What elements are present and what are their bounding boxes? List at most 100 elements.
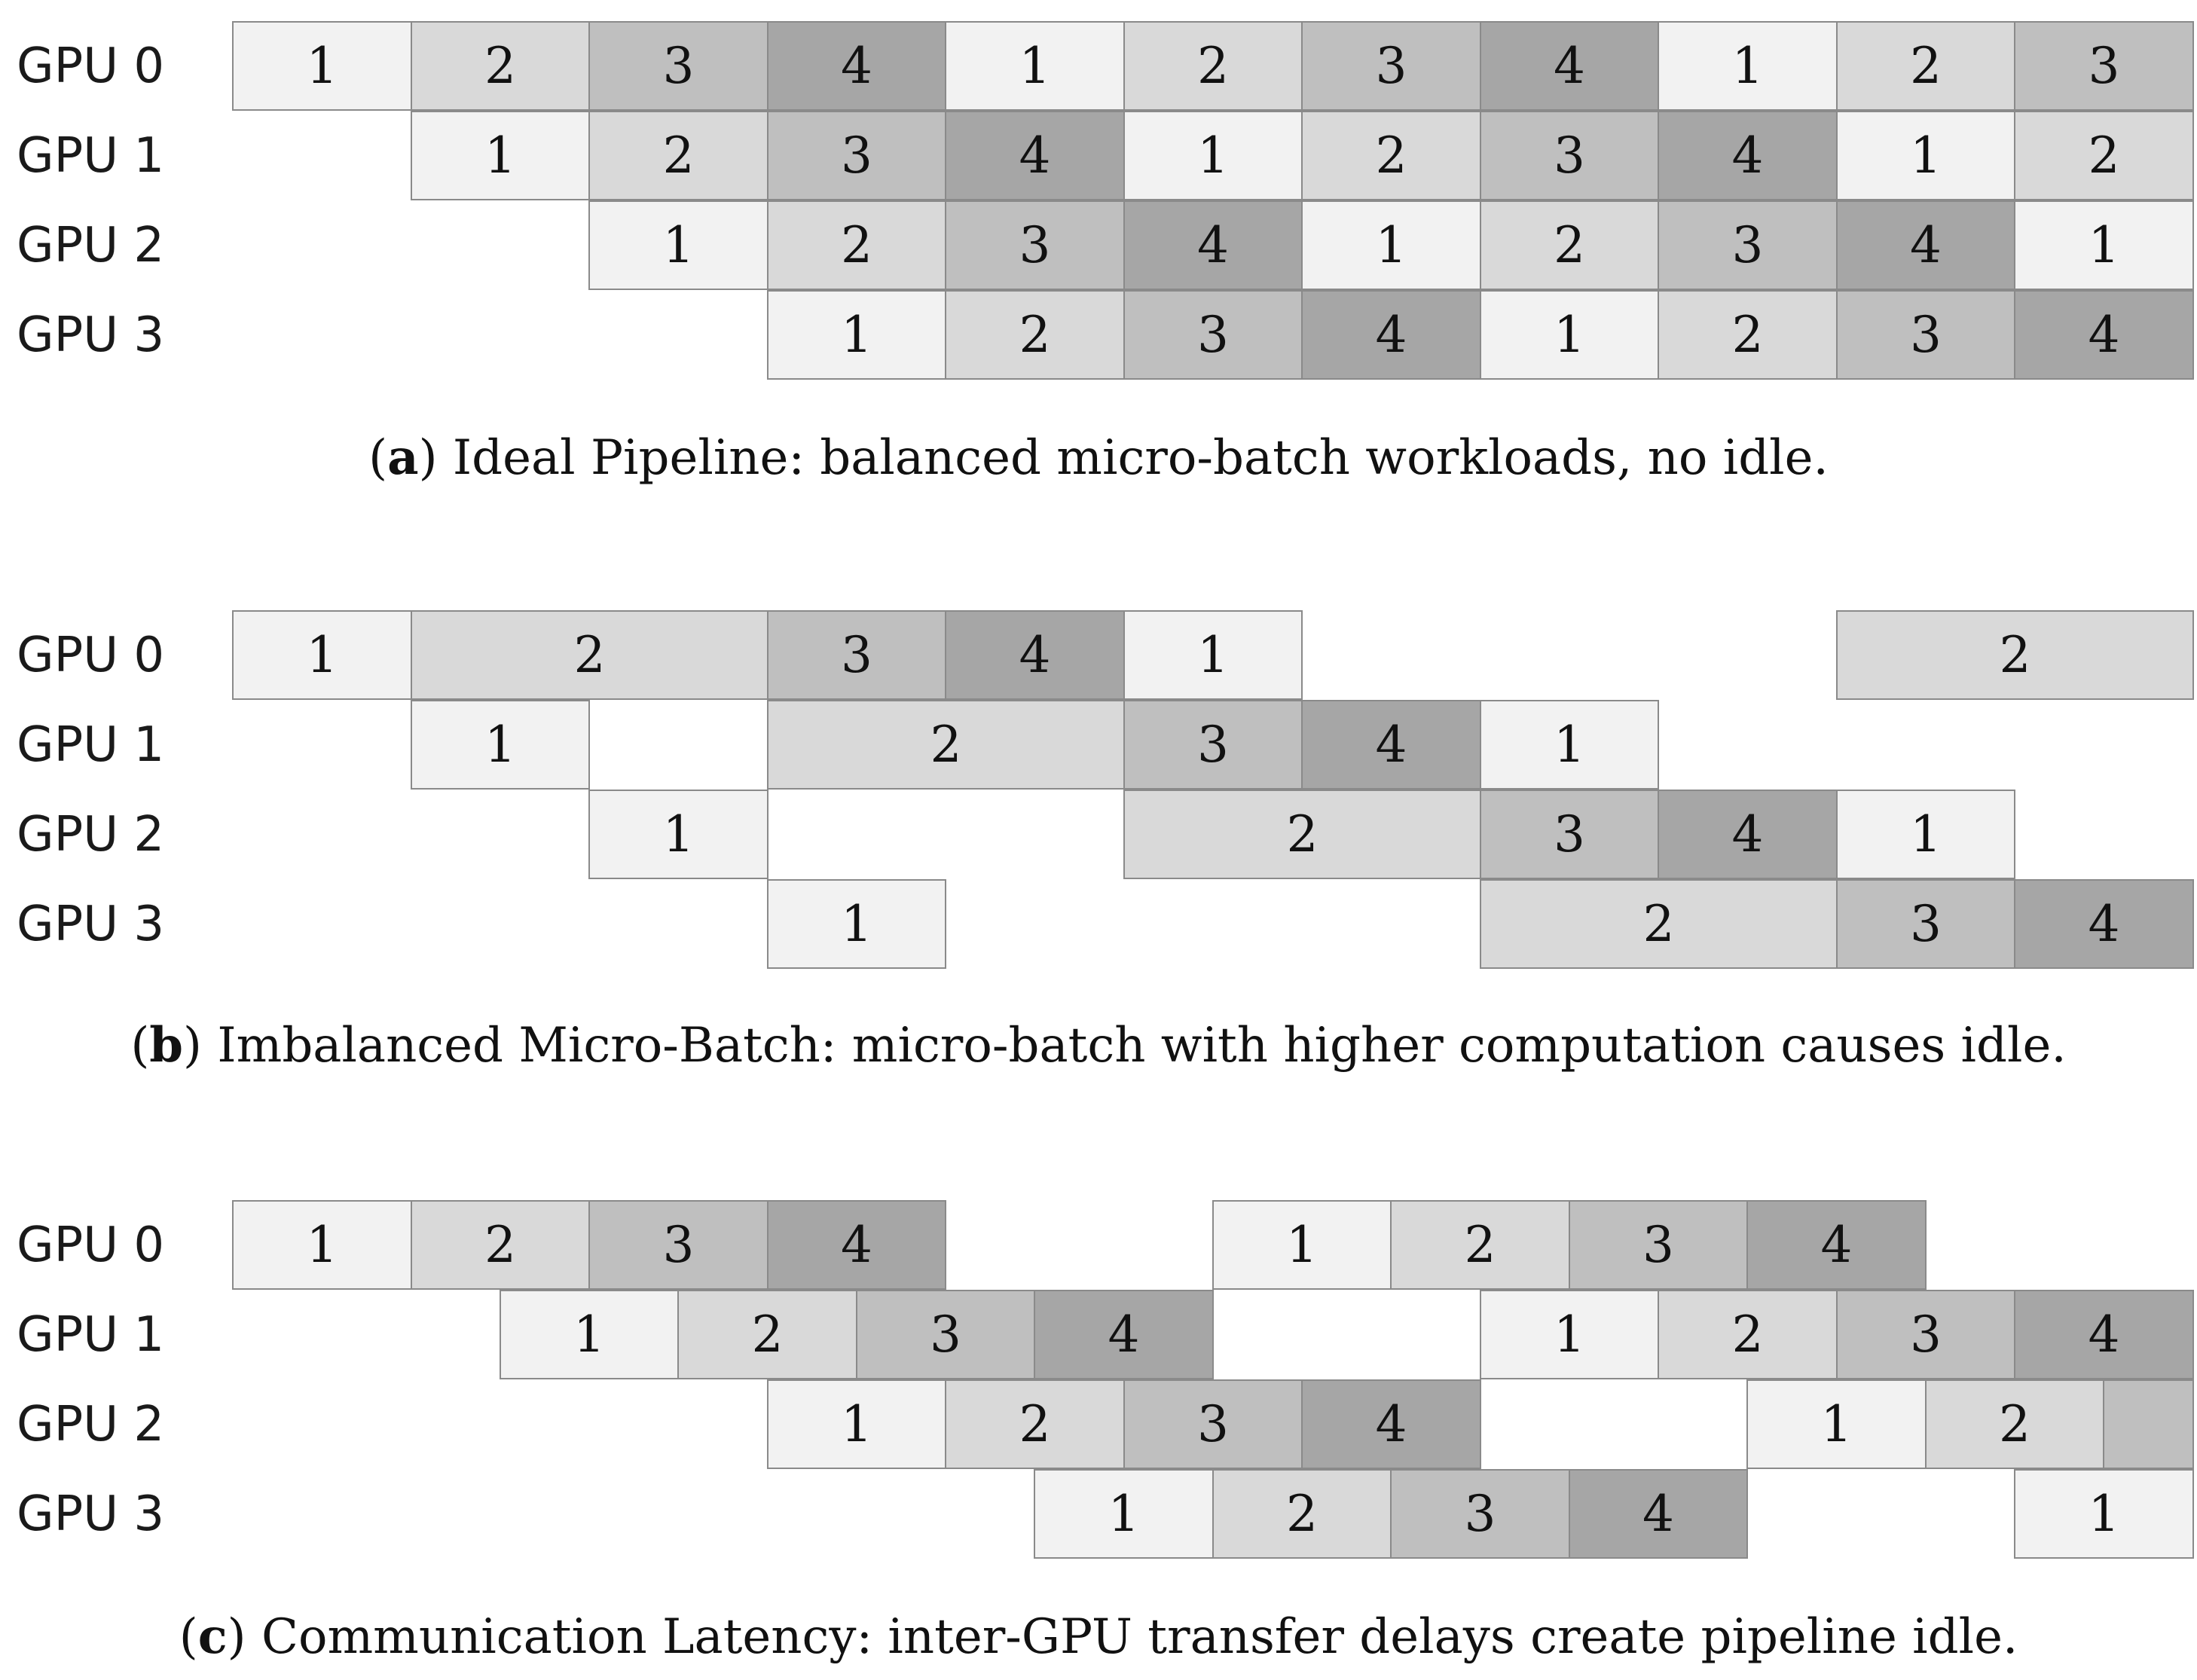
micro-batch-block: 2 bbox=[1123, 21, 1303, 111]
gpu-label: GPU 0 bbox=[17, 38, 165, 94]
micro-batch-block: 1 bbox=[500, 1290, 679, 1379]
gpu-label: GPU 0 bbox=[17, 627, 165, 683]
micro-batch-block: 2 bbox=[1212, 1469, 1392, 1559]
caption-b: (b) Imbalanced Micro-Batch: micro-batch … bbox=[130, 1017, 2067, 1074]
caption-letter: c bbox=[197, 1608, 228, 1665]
micro-batch-block: 1 bbox=[411, 111, 590, 200]
micro-batch-block: 4 bbox=[1746, 1200, 1927, 1290]
micro-batch-block: 3 bbox=[1301, 21, 1481, 111]
micro-batch-block: 1 bbox=[767, 879, 946, 969]
micro-batch-block: 1 bbox=[588, 200, 768, 290]
micro-batch-block: 3 bbox=[1480, 111, 1659, 200]
micro-batch-block: 1 bbox=[2014, 200, 2194, 290]
micro-batch-block: 2 bbox=[411, 1200, 590, 1290]
micro-batch-block: 4 bbox=[767, 21, 946, 111]
caption-letter: b bbox=[149, 1017, 184, 1074]
micro-batch-block: 1 bbox=[1301, 200, 1481, 290]
micro-batch-block: 1 bbox=[1212, 1200, 1392, 1290]
micro-batch-block: 1 bbox=[1480, 700, 1659, 790]
micro-batch-block: 1 bbox=[945, 21, 1125, 111]
micro-batch-block: 2 bbox=[411, 610, 768, 700]
micro-batch-block: 1 bbox=[1658, 21, 1838, 111]
micro-batch-block: 4 bbox=[1301, 700, 1481, 790]
micro-batch-block: 2 bbox=[945, 1379, 1125, 1469]
gpu-label: GPU 3 bbox=[17, 307, 165, 363]
micro-batch-block: 4 bbox=[767, 1200, 946, 1290]
micro-batch-block: 3 bbox=[1658, 200, 1838, 290]
micro-batch-block: 4 bbox=[1301, 290, 1481, 380]
gpu-label: GPU 2 bbox=[17, 806, 165, 863]
micro-batch-block: 2 bbox=[2014, 111, 2194, 200]
micro-batch-block: 3 bbox=[2014, 21, 2194, 111]
micro-batch-block: 3 bbox=[1123, 700, 1303, 790]
micro-batch-block: 2 bbox=[1925, 1379, 2104, 1469]
micro-batch-block bbox=[2103, 1379, 2194, 1469]
micro-batch-block: 1 bbox=[1480, 290, 1659, 380]
micro-batch-block: 3 bbox=[1123, 1379, 1303, 1469]
micro-batch-block: 2 bbox=[945, 290, 1125, 380]
micro-batch-block: 2 bbox=[1836, 610, 2194, 700]
micro-batch-block: 2 bbox=[1658, 290, 1838, 380]
micro-batch-block: 4 bbox=[2014, 879, 2194, 969]
micro-batch-block: 2 bbox=[1123, 790, 1481, 879]
micro-batch-block: 1 bbox=[1123, 610, 1303, 700]
micro-batch-block: 3 bbox=[856, 1290, 1035, 1379]
gpu-label: GPU 2 bbox=[17, 1396, 165, 1452]
micro-batch-block: 1 bbox=[1480, 1290, 1659, 1379]
gpu-label: GPU 1 bbox=[17, 127, 165, 184]
micro-batch-block: 1 bbox=[232, 610, 412, 700]
micro-batch-block: 1 bbox=[1034, 1469, 1214, 1559]
gpu-label: GPU 0 bbox=[17, 1217, 165, 1273]
micro-batch-block: 3 bbox=[767, 111, 946, 200]
micro-batch-block: 4 bbox=[945, 111, 1125, 200]
micro-batch-block: 2 bbox=[1480, 879, 1838, 969]
micro-batch-block: 2 bbox=[1836, 21, 2015, 111]
micro-batch-block: 3 bbox=[1569, 1200, 1748, 1290]
micro-batch-block: 2 bbox=[677, 1290, 857, 1379]
micro-batch-block: 4 bbox=[1301, 1379, 1481, 1469]
gpu-label: GPU 1 bbox=[17, 716, 165, 773]
micro-batch-block: 4 bbox=[1480, 21, 1659, 111]
micro-batch-block: 1 bbox=[767, 1379, 946, 1469]
micro-batch-block: 2 bbox=[1658, 1290, 1838, 1379]
micro-batch-block: 1 bbox=[232, 21, 412, 111]
micro-batch-block: 4 bbox=[1034, 1290, 1214, 1379]
micro-batch-block: 3 bbox=[1836, 879, 2015, 969]
micro-batch-block: 4 bbox=[1658, 790, 1838, 879]
micro-batch-block: 4 bbox=[2014, 290, 2194, 380]
gpu-label: GPU 2 bbox=[17, 217, 165, 273]
micro-batch-block: 3 bbox=[588, 1200, 768, 1290]
micro-batch-block: 3 bbox=[1390, 1469, 1570, 1559]
micro-batch-block: 1 bbox=[2014, 1469, 2194, 1559]
micro-batch-block: 4 bbox=[1569, 1469, 1748, 1559]
caption-c: (c) Communication Latency: inter-GPU tra… bbox=[179, 1608, 2018, 1665]
micro-batch-block: 2 bbox=[1480, 200, 1659, 290]
micro-batch-block: 4 bbox=[945, 610, 1125, 700]
micro-batch-block: 2 bbox=[588, 111, 768, 200]
micro-batch-block: 1 bbox=[232, 1200, 412, 1290]
caption-text: ) Ideal Pipeline: balanced micro-batch w… bbox=[418, 430, 1829, 486]
micro-batch-block: 4 bbox=[2014, 1290, 2194, 1379]
micro-batch-block: 3 bbox=[1480, 790, 1659, 879]
gpu-label: GPU 3 bbox=[17, 1486, 165, 1542]
micro-batch-block: 1 bbox=[1746, 1379, 1927, 1469]
caption-text: ) Imbalanced Micro-Batch: micro-batch wi… bbox=[183, 1018, 2067, 1074]
caption-letter: a bbox=[387, 429, 419, 486]
micro-batch-block: 1 bbox=[588, 790, 768, 879]
micro-batch-block: 1 bbox=[1123, 111, 1303, 200]
micro-batch-block: 3 bbox=[767, 610, 946, 700]
gpu-label: GPU 3 bbox=[17, 896, 165, 952]
micro-batch-block: 1 bbox=[1836, 790, 2015, 879]
micro-batch-block: 2 bbox=[1301, 111, 1481, 200]
micro-batch-block: 3 bbox=[588, 21, 768, 111]
micro-batch-block: 4 bbox=[1658, 111, 1838, 200]
micro-batch-block: 2 bbox=[767, 700, 1125, 790]
micro-batch-block: 1 bbox=[1836, 111, 2015, 200]
micro-batch-block: 3 bbox=[1123, 290, 1303, 380]
micro-batch-block: 4 bbox=[1123, 200, 1303, 290]
micro-batch-block: 2 bbox=[1390, 1200, 1570, 1290]
gpu-label: GPU 1 bbox=[17, 1306, 165, 1363]
micro-batch-block: 2 bbox=[411, 21, 590, 111]
micro-batch-block: 3 bbox=[945, 200, 1125, 290]
micro-batch-block: 3 bbox=[1836, 1290, 2015, 1379]
